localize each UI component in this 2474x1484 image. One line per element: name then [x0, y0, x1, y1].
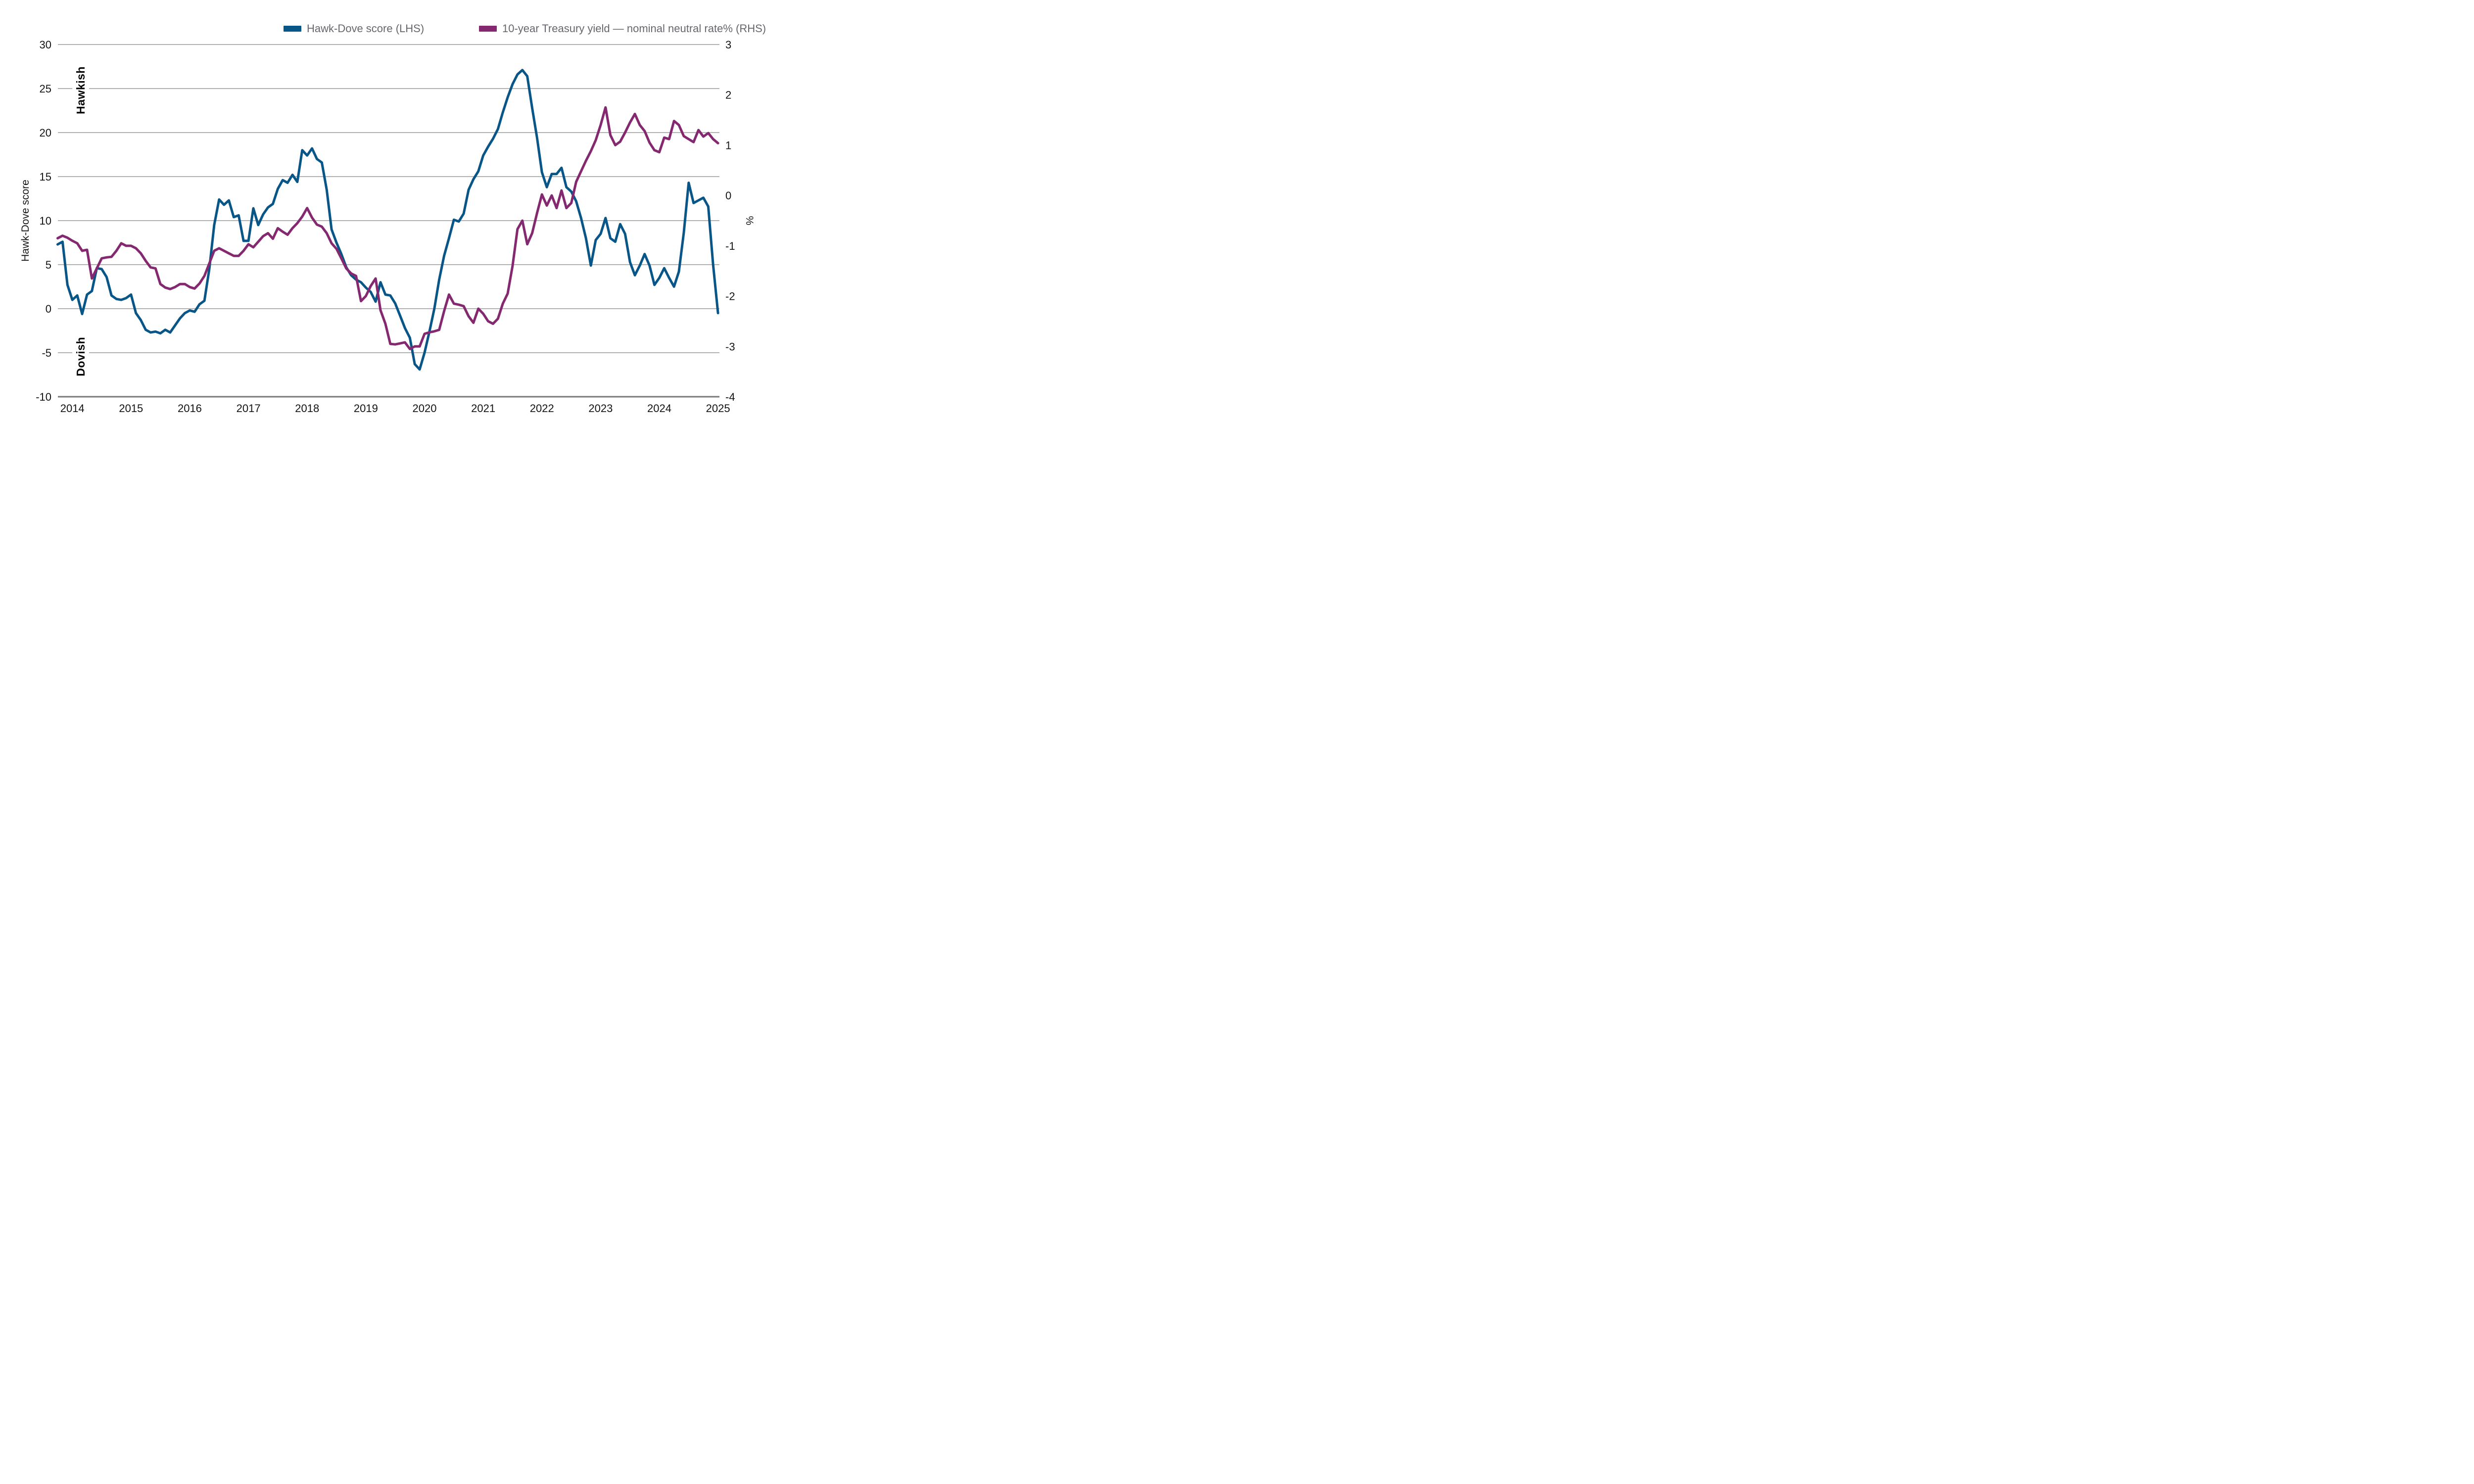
- x-axis-tick-label: 2019: [354, 402, 378, 415]
- legend-item-hawk-dove: Hawk-Dove score (LHS): [284, 22, 425, 35]
- left-axis-tick-label: 0: [46, 303, 51, 315]
- right-axis-tick-label: -2: [725, 290, 735, 303]
- right-axis-tick-label: -4: [725, 391, 735, 403]
- x-axis-tick-label: 2016: [178, 402, 202, 415]
- legend-label-treasury: 10-year Treasury yield — nominal neutral…: [502, 22, 766, 35]
- x-axis-tick-label: 2025: [706, 402, 730, 415]
- hawk-dove-score-line: [56, 69, 719, 371]
- right-axis-tick-label: 1: [725, 139, 731, 151]
- right-axis-tick-label: 3: [725, 39, 731, 51]
- left-axis-tick-label: 5: [46, 259, 51, 271]
- legend-swatch-pink: [479, 26, 497, 32]
- right-axis-tick-label: -3: [725, 340, 735, 353]
- left-axis-tick-label: 30: [40, 39, 51, 51]
- legend-item-treasury: 10-year Treasury yield — nominal neutral…: [479, 22, 766, 35]
- left-axis-tick-label: -5: [42, 347, 51, 359]
- annotation-hawkish: Hawkish: [72, 65, 89, 116]
- left-axis-tick-label: 25: [40, 83, 51, 95]
- x-axis-tick-label: 2015: [119, 402, 143, 415]
- x-axis-tick-label: 2017: [237, 402, 261, 415]
- left-axis-title: Hawk-Dove score: [20, 180, 31, 262]
- right-axis-tick-label: -1: [725, 240, 735, 252]
- x-axis-tick-label: 2014: [60, 402, 85, 415]
- legend-swatch-blue: [284, 26, 301, 32]
- x-axis-tick-label: 2020: [413, 402, 437, 415]
- hawk-dove-chart: 30 25 20 15 10 5 0 -5 -10 3 2 1 0 -1 -2 -3 -4 2014 2015 201…: [0, 0, 776, 436]
- annotation-dovish: Dovish: [72, 335, 89, 378]
- treasury-yield-line: [56, 106, 719, 350]
- x-axis-tick-label: 2023: [588, 402, 613, 415]
- right-axis-title: %: [744, 216, 755, 226]
- x-axis-tick-label: 2022: [530, 402, 554, 415]
- left-axis-tick-label: -10: [36, 391, 51, 403]
- x-axis-tick-label: 2021: [471, 402, 495, 415]
- x-axis-tick-label: 2024: [647, 402, 671, 415]
- right-axis-tick-label: 0: [725, 189, 731, 202]
- left-axis-tick-label: 20: [40, 127, 51, 139]
- right-axis-tick-label: 2: [725, 89, 731, 101]
- x-axis-tick-label: 2018: [295, 402, 319, 415]
- left-axis-tick-label: 15: [40, 171, 51, 183]
- left-axis-tick-label: 10: [40, 215, 51, 227]
- legend-label-hawk-dove: Hawk-Dove score (LHS): [307, 22, 425, 35]
